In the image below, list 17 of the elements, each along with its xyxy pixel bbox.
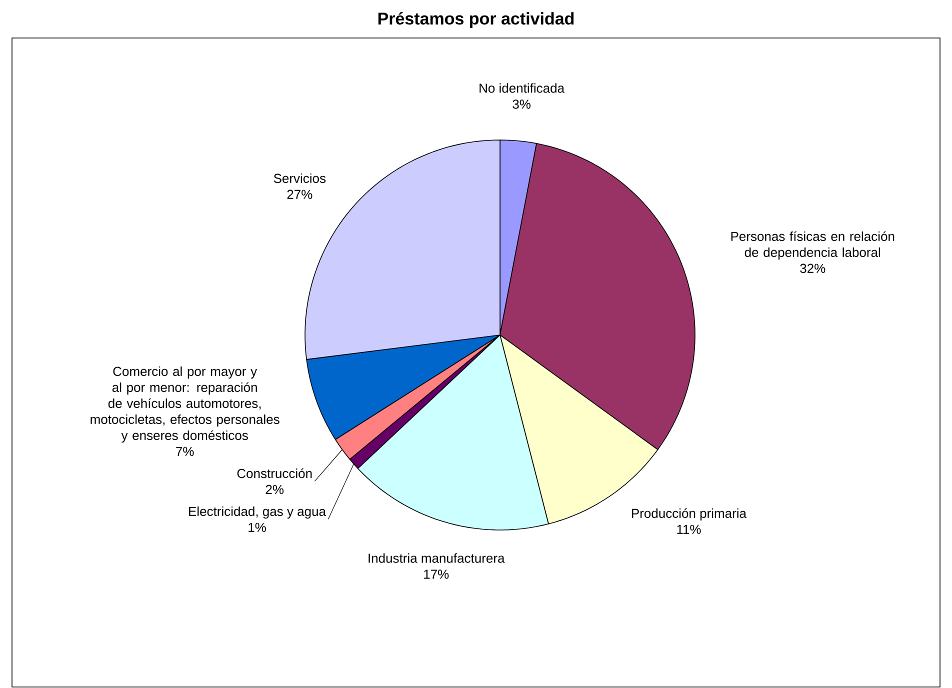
slice-label: Comercio al por mayor y al por menor: reparación de vehículos automotores, motocicletas, efectos personales y enseres domésticos — [90, 366, 280, 443]
data-label: 27% — [287, 190, 312, 199]
slice-label: Servicios — [274, 173, 326, 183]
slice-label: No identificada — [480, 83, 565, 93]
data-label: 17% — [424, 570, 449, 579]
chart-title: Préstamos por actividad — [378, 12, 574, 28]
slice-label: Electricidad, gas y agua — [189, 506, 326, 519]
data-label: 7% — [176, 446, 194, 456]
slice-label: Producción primaria — [632, 508, 746, 521]
slice-label: Personas físicas en relación de dependencia laboral — [731, 231, 894, 260]
data-label: 1% — [248, 522, 266, 532]
data-label: 2% — [266, 484, 284, 494]
slice-label: Industria manufacturera — [368, 553, 505, 563]
data-label: 3% — [512, 100, 530, 109]
slice-label: Construcción — [237, 468, 312, 478]
data-label: 11% — [677, 524, 701, 534]
data-label: 32% — [800, 264, 826, 274]
